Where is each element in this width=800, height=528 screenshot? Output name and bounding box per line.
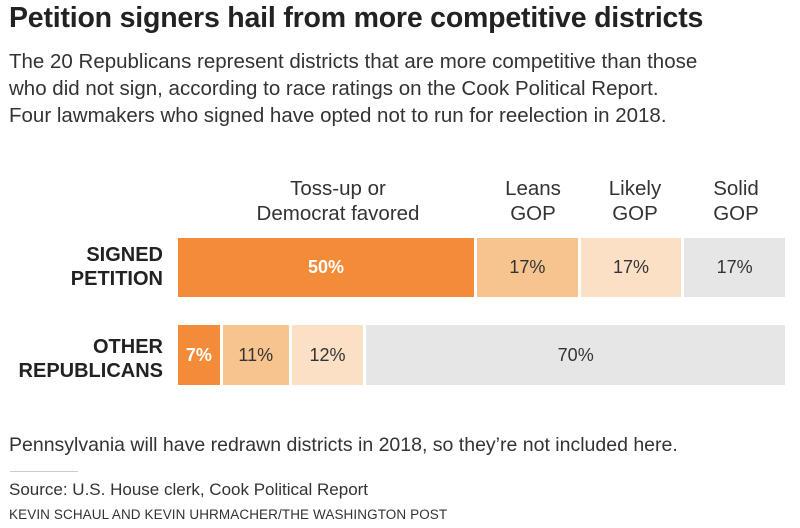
column-header-line: Likely [608, 177, 662, 200]
bar-value-label: 11% [238, 344, 274, 365]
subtitle-line: who did not sign, according to race rati… [9, 77, 659, 100]
bar-value-label: 70% [557, 344, 594, 365]
column-header-line: Democrat favored [256, 202, 420, 225]
bar-value-label: 12% [309, 344, 346, 365]
chart-subtitle: The 20 Republicans represent districts t… [9, 48, 794, 129]
column-header-line: GOP [612, 202, 658, 225]
subtitle-line: Four lawmakers who signed have opted not… [9, 104, 667, 127]
bar-value-label: 17% [509, 257, 546, 277]
divider [10, 471, 78, 472]
row-label-other-republicans: OTHER REPUBLICANS [10, 335, 163, 383]
bar-segment-toss-up: 7% [178, 325, 220, 385]
credit-line: KEVIN SCHAUL AND KEVIN UHRMACHER/THE WAS… [9, 507, 448, 522]
column-header-line: GOP [713, 202, 759, 225]
column-header-line: Leans [505, 177, 561, 200]
bar-value-label: 17% [716, 257, 753, 277]
row-label-line: OTHER [93, 336, 163, 358]
bar-segment-likely-gop: 12% [291, 325, 364, 385]
bar-value-label: 17% [612, 257, 650, 277]
footnote: Pennsylvania will have redrawn districts… [9, 434, 678, 456]
column-header-likely-gop: Likely GOP [585, 176, 685, 226]
bar-segment-solid-gop: 17% [684, 238, 785, 297]
row-label-line: PETITION [70, 268, 163, 290]
row-label-line: SIGNED [86, 244, 163, 266]
column-header-line: GOP [510, 202, 556, 225]
bar-value-label: 50% [308, 257, 345, 277]
column-header-leans-gop: Leans GOP [483, 176, 583, 226]
column-header-line: Solid [713, 177, 759, 200]
column-header-toss-up: Toss-up or Democrat favored [218, 176, 458, 226]
bar-segment-toss-up: 50% [178, 238, 475, 297]
bar-segment-leans-gop: 11% [222, 325, 289, 385]
source-line: Source: U.S. House clerk, Cook Political… [9, 480, 369, 499]
row-label-signed-petition: SIGNED PETITION [10, 243, 163, 291]
chart-title: Petition signers hail from more competit… [9, 2, 704, 34]
bar-segment-likely-gop: 17% [580, 238, 682, 297]
bar-segment-solid-gop: 70% [366, 325, 785, 385]
subtitle-line: The 20 Republicans represent districts t… [9, 50, 698, 73]
bar-segment-leans-gop: 17% [477, 238, 578, 297]
bar-row-signed-petition: 50% 17% 17% 17% [178, 238, 785, 297]
row-label-line: REPUBLICANS [18, 360, 163, 382]
bar-row-other-republicans: 7% 11% 12% 70% [178, 325, 785, 385]
column-header-line: Toss-up or [290, 177, 386, 200]
bar-value-label: 7% [185, 344, 212, 365]
column-header-solid-gop: Solid GOP [686, 176, 786, 226]
